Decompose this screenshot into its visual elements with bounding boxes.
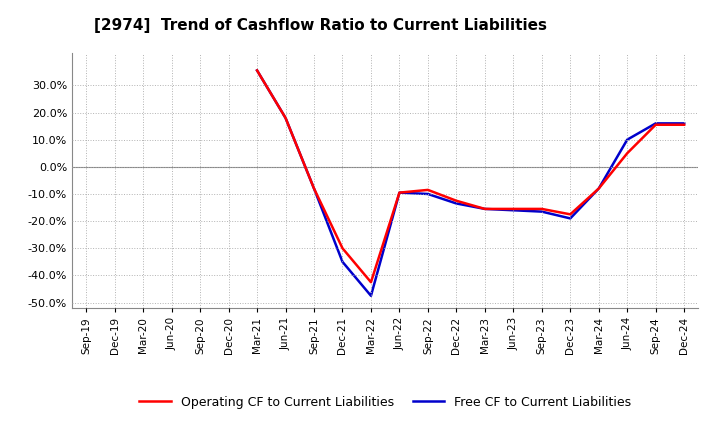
Operating CF to Current Liabilities	[509, 206, 518, 212]
Free CF to Current Liabilities	[452, 201, 461, 206]
Free CF to Current Liabilities	[338, 259, 347, 264]
Line: Operating CF to Current Liabilities: Operating CF to Current Liabilities	[257, 70, 684, 282]
Operating CF to Current Liabilities	[623, 150, 631, 156]
Operating CF to Current Liabilities	[423, 187, 432, 193]
Free CF to Current Liabilities	[509, 208, 518, 213]
Operating CF to Current Liabilities	[680, 122, 688, 128]
Operating CF to Current Liabilities	[366, 279, 375, 285]
Free CF to Current Liabilities	[537, 209, 546, 214]
Free CF to Current Liabilities	[423, 191, 432, 197]
Operating CF to Current Liabilities	[452, 198, 461, 203]
Operating CF to Current Liabilities	[282, 115, 290, 121]
Free CF to Current Liabilities	[282, 115, 290, 121]
Operating CF to Current Liabilities	[395, 190, 404, 195]
Operating CF to Current Liabilities	[652, 122, 660, 128]
Legend: Operating CF to Current Liabilities, Free CF to Current Liabilities: Operating CF to Current Liabilities, Fre…	[135, 391, 636, 414]
Free CF to Current Liabilities	[566, 216, 575, 221]
Operating CF to Current Liabilities	[537, 206, 546, 212]
Free CF to Current Liabilities	[395, 190, 404, 195]
Free CF to Current Liabilities	[253, 68, 261, 73]
Operating CF to Current Liabilities	[338, 246, 347, 251]
Free CF to Current Liabilities	[623, 137, 631, 142]
Free CF to Current Liabilities	[652, 121, 660, 126]
Operating CF to Current Liabilities	[480, 206, 489, 212]
Free CF to Current Liabilities	[680, 121, 688, 126]
Operating CF to Current Liabilities	[566, 212, 575, 217]
Free CF to Current Liabilities	[366, 293, 375, 298]
Line: Free CF to Current Liabilities: Free CF to Current Liabilities	[257, 70, 684, 296]
Operating CF to Current Liabilities	[595, 186, 603, 191]
Operating CF to Current Liabilities	[253, 68, 261, 73]
Text: [2974]  Trend of Cashflow Ratio to Current Liabilities: [2974] Trend of Cashflow Ratio to Curren…	[94, 18, 546, 33]
Free CF to Current Liabilities	[595, 186, 603, 191]
Free CF to Current Liabilities	[480, 206, 489, 212]
Free CF to Current Liabilities	[310, 186, 318, 191]
Operating CF to Current Liabilities	[310, 186, 318, 191]
